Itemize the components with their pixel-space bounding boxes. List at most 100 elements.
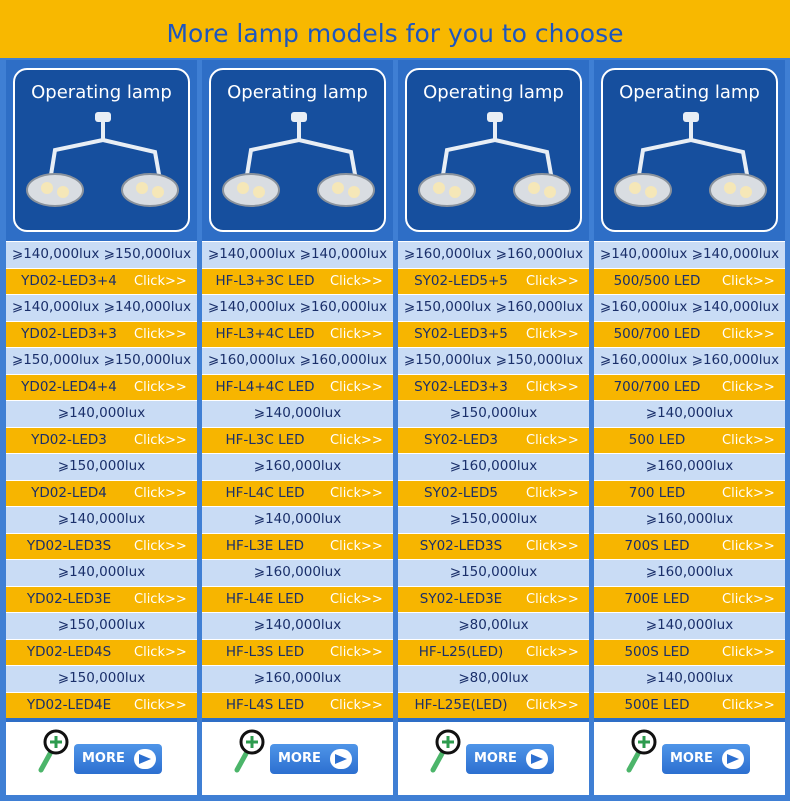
model-row: 500/500 LED Click>> [594, 267, 785, 294]
model-name: YD02-LED3S [26, 537, 112, 554]
click-link[interactable]: Click>> [134, 538, 187, 554]
model-name: YD02-LED3 [31, 431, 107, 448]
lux-row: ⩾160,000lux [202, 453, 393, 480]
model-row: HF-L4+4C LED Click>> [202, 373, 393, 400]
model-name: SY02-LED3E [419, 590, 503, 607]
click-link[interactable]: Click>> [134, 326, 187, 342]
click-link[interactable]: Click>> [526, 379, 579, 395]
click-link[interactable]: Click>> [134, 644, 187, 660]
click-link[interactable]: Click>> [330, 538, 383, 554]
model-name: HF-L3C LED [225, 431, 305, 448]
spec-table: ⩾140,000lux ⩾140,000lux HF-L3+3C LED Click… [202, 241, 393, 718]
click-link[interactable]: Click>> [526, 697, 579, 713]
model-row: 700E LED Click>> [594, 585, 785, 612]
model-row: HF-L3C LED Click>> [202, 426, 393, 453]
lux-row: ⩾160,000lux [202, 665, 393, 692]
click-link[interactable]: Click>> [722, 273, 775, 289]
click-link[interactable]: Click>> [134, 697, 187, 713]
model-row: HF-L25(LED) Click>> [398, 638, 589, 665]
lux-row: ⩾140,000lux [594, 400, 785, 427]
click-link[interactable]: Click>> [134, 379, 187, 395]
click-link[interactable]: Click>> [722, 591, 775, 607]
lux-row: ⩾150,000lux ⩾150,000lux [398, 347, 589, 374]
more-label: MORE [82, 751, 125, 766]
more-button[interactable]: MORE [466, 744, 554, 774]
more-button[interactable]: MORE [74, 744, 162, 774]
magnifier-icon [38, 729, 69, 773]
model-name: YD02-LED4 [31, 484, 107, 501]
more-label: MORE [278, 751, 321, 766]
more-button[interactable]: MORE [662, 744, 750, 774]
click-link[interactable]: Click>> [330, 432, 383, 448]
lux-row: ⩾140,000lux [6, 506, 197, 533]
column: Operating lamp ⩾140,000lux ⩾140,000lux 500… [594, 60, 785, 795]
click-link[interactable]: Click>> [330, 485, 383, 501]
click-link[interactable]: Click>> [134, 485, 187, 501]
click-link[interactable]: Click>> [134, 432, 187, 448]
spec-table: ⩾140,000lux ⩾140,000lux 500/500 LED Click>… [594, 241, 785, 718]
model-row: 700S LED Click>> [594, 532, 785, 559]
lux-row: ⩾150,000lux [6, 665, 197, 692]
column: Operating lamp ⩾140,000lux ⩾150,000lux YD0… [6, 60, 197, 795]
magnifier-icon [626, 729, 657, 773]
model-row: 500/700 LED Click>> [594, 320, 785, 347]
click-link[interactable]: Click>> [722, 644, 775, 660]
click-link[interactable]: Click>> [330, 697, 383, 713]
model-row: 500S LED Click>> [594, 638, 785, 665]
click-link[interactable]: Click>> [134, 591, 187, 607]
click-link[interactable]: Click>> [526, 432, 579, 448]
lux-row: ⩾140,000lux ⩾140,000lux [594, 241, 785, 268]
click-link[interactable]: Click>> [722, 432, 775, 448]
click-link[interactable]: Click>> [526, 273, 579, 289]
model-name: HF-L3+3C LED [215, 272, 315, 289]
model-row: SY02-LED3 Click>> [398, 426, 589, 453]
model-row: HF-L25E(LED) Click>> [398, 691, 589, 718]
click-link[interactable]: Click>> [722, 538, 775, 554]
more-label: MORE [474, 751, 517, 766]
more-arrow [330, 749, 352, 769]
lux-row: ⩾140,000lux [594, 612, 785, 639]
click-link[interactable]: Click>> [526, 538, 579, 554]
click-link[interactable]: Click>> [134, 273, 187, 289]
lux-row: ⩾140,000lux ⩾160,000lux [202, 294, 393, 321]
click-link[interactable]: Click>> [526, 591, 579, 607]
model-name: YD02-LED4E [26, 696, 112, 713]
lux-row: ⩾140,000lux [594, 665, 785, 692]
click-link[interactable]: Click>> [722, 326, 775, 342]
model-name: YD02-LED3+3 [21, 325, 117, 342]
model-name: HF-L3+4C LED [215, 325, 315, 342]
model-row: SY02-LED3+3 Click>> [398, 373, 589, 400]
model-row: YD02-LED3E Click>> [6, 585, 197, 612]
click-link[interactable]: Click>> [722, 485, 775, 501]
lux-row: ⩾160,000lux [594, 453, 785, 480]
spec-table: ⩾140,000lux ⩾150,000lux YD02-LED3+4 Click>… [6, 241, 197, 718]
click-link[interactable]: Click>> [330, 591, 383, 607]
click-link[interactable]: Click>> [722, 379, 775, 395]
lux-row: ⩾150,000lux [6, 453, 197, 480]
click-link[interactable]: Click>> [526, 326, 579, 342]
model-row: SY02-LED5+5 Click>> [398, 267, 589, 294]
click-link[interactable]: Click>> [330, 379, 383, 395]
bottom-bar: MORE [6, 722, 197, 795]
model-name: 700/700 LED [613, 378, 701, 395]
lux-row: ⩾140,000lux [6, 400, 197, 427]
lux-row: ⩾160,000lux [398, 453, 589, 480]
click-link[interactable]: Click>> [330, 273, 383, 289]
more-button[interactable]: MORE [270, 744, 358, 774]
model-row: SY02-LED5 Click>> [398, 479, 589, 506]
lux-row: ⩾150,000lux [398, 559, 589, 586]
click-link[interactable]: Click>> [330, 326, 383, 342]
model-name: YD02-LED4S [26, 643, 112, 660]
model-name: HF-L3E LED [225, 537, 305, 554]
model-row: HF-L3S LED Click>> [202, 638, 393, 665]
column: Operating lamp ⩾140,000lux ⩾140,000lux HF-… [202, 60, 393, 795]
lux-row: ⩾160,000lux ⩾160,000lux [594, 347, 785, 374]
more-label: MORE [670, 751, 713, 766]
card-title: Operating lamp [619, 82, 760, 103]
click-link[interactable]: Click>> [526, 485, 579, 501]
click-link[interactable]: Click>> [330, 644, 383, 660]
lux-row: ⩾140,000lux ⩾140,000lux [202, 241, 393, 268]
click-link[interactable]: Click>> [526, 644, 579, 660]
header: More lamp models for you to choose [0, 0, 790, 58]
click-link[interactable]: Click>> [722, 697, 775, 713]
